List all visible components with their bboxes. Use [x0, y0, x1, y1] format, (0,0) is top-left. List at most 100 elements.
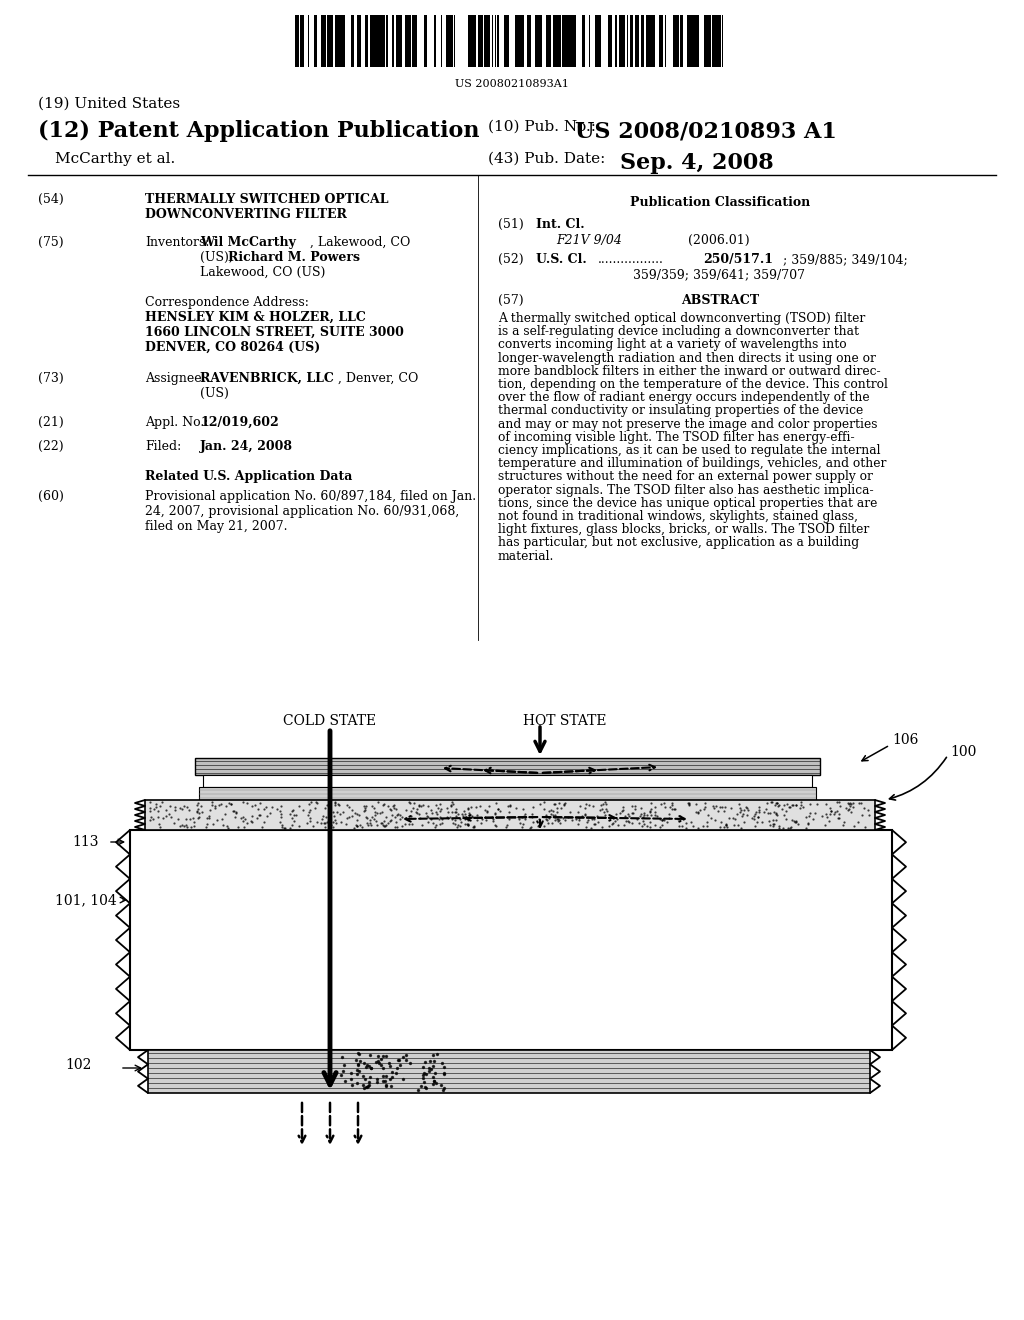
- Bar: [400, 15, 402, 67]
- Bar: [473, 15, 476, 67]
- Text: (22): (22): [38, 440, 63, 453]
- Text: US 2008/0210893 A1: US 2008/0210893 A1: [575, 120, 837, 143]
- Text: temperature and illumination of buildings, vehicles, and other: temperature and illumination of building…: [498, 457, 887, 470]
- Text: ABSTRACT: ABSTRACT: [681, 294, 759, 308]
- Bar: [434, 15, 436, 67]
- Bar: [373, 15, 376, 67]
- Text: 1660 LINCOLN STREET, SUITE 3000: 1660 LINCOLN STREET, SUITE 3000: [145, 326, 403, 339]
- Text: 12/019,602: 12/019,602: [200, 416, 279, 429]
- Bar: [709, 15, 711, 67]
- Bar: [408, 15, 411, 67]
- Bar: [370, 15, 373, 67]
- Text: (US): (US): [200, 387, 229, 400]
- Bar: [479, 15, 483, 67]
- Text: ciency implications, as it can be used to regulate the internal: ciency implications, as it can be used t…: [498, 444, 881, 457]
- Text: not found in traditional windows, skylights, stained glass,: not found in traditional windows, skylig…: [498, 510, 858, 523]
- Bar: [339, 15, 343, 67]
- Text: (US);: (US);: [200, 251, 238, 264]
- Text: HENSLEY KIM & HOLZER, LLC: HENSLEY KIM & HOLZER, LLC: [145, 312, 366, 323]
- Bar: [497, 15, 499, 67]
- Bar: [565, 15, 568, 67]
- Text: HOT STATE: HOT STATE: [523, 714, 607, 729]
- Text: Correspondence Address:: Correspondence Address:: [145, 296, 309, 309]
- Text: longer-wavelength radiation and then directs it using one or: longer-wavelength radiation and then dir…: [498, 351, 876, 364]
- Bar: [582, 15, 584, 67]
- Bar: [335, 15, 339, 67]
- Text: DENVER, CO 80264 (US): DENVER, CO 80264 (US): [145, 341, 321, 354]
- Text: (19) United States: (19) United States: [38, 96, 180, 111]
- Bar: [696, 15, 698, 67]
- Text: 250/517.1: 250/517.1: [703, 253, 773, 267]
- Bar: [521, 15, 523, 67]
- Bar: [630, 15, 633, 67]
- Text: (2006.01): (2006.01): [688, 234, 750, 247]
- Bar: [406, 15, 408, 67]
- Text: (52): (52): [498, 253, 523, 267]
- Text: has particular, but not exclusive, application as a building: has particular, but not exclusive, appli…: [498, 536, 859, 549]
- Bar: [527, 15, 531, 67]
- Text: Assignee:: Assignee:: [145, 372, 206, 385]
- Bar: [380, 15, 383, 67]
- Bar: [689, 15, 692, 67]
- Text: 113: 113: [72, 836, 98, 849]
- Bar: [148, 1049, 870, 1093]
- Text: material.: material.: [498, 549, 554, 562]
- Bar: [635, 15, 637, 67]
- Text: (51): (51): [498, 218, 523, 231]
- Bar: [413, 15, 416, 67]
- Bar: [680, 15, 683, 67]
- Bar: [556, 15, 559, 67]
- Text: filed on May 21, 2007.: filed on May 21, 2007.: [145, 520, 288, 533]
- Bar: [676, 15, 679, 67]
- Text: DOWNCONVERTING FILTER: DOWNCONVERTING FILTER: [145, 209, 347, 220]
- Bar: [365, 15, 368, 67]
- Bar: [392, 15, 394, 67]
- Text: Filed:: Filed:: [145, 440, 181, 453]
- Text: 102: 102: [65, 1059, 91, 1072]
- Text: Related U.S. Application Data: Related U.S. Application Data: [145, 470, 352, 483]
- Bar: [598, 15, 601, 67]
- Bar: [343, 15, 345, 67]
- Text: Int. Cl.: Int. Cl.: [536, 218, 585, 231]
- Text: operator signals. The TSOD filter also has aesthetic implica-: operator signals. The TSOD filter also h…: [498, 483, 873, 496]
- Text: Publication Classification: Publication Classification: [630, 195, 810, 209]
- Bar: [130, 830, 892, 1049]
- Text: U.S. Cl.: U.S. Cl.: [536, 253, 587, 267]
- Text: converts incoming light at a variety of wavelengths into: converts incoming light at a variety of …: [498, 338, 847, 351]
- Bar: [450, 15, 452, 67]
- Text: (75): (75): [38, 236, 63, 249]
- Bar: [659, 15, 663, 67]
- Bar: [653, 15, 655, 67]
- Text: thermal conductivity or insulating properties of the device: thermal conductivity or insulating prope…: [498, 404, 863, 417]
- Bar: [358, 15, 361, 67]
- Text: (73): (73): [38, 372, 63, 385]
- Text: F21V 9/04: F21V 9/04: [556, 234, 622, 247]
- Bar: [301, 15, 303, 67]
- Bar: [705, 15, 709, 67]
- Text: (54): (54): [38, 193, 63, 206]
- Bar: [199, 787, 816, 800]
- Bar: [596, 15, 598, 67]
- Bar: [568, 15, 570, 67]
- Bar: [377, 15, 380, 67]
- Text: COLD STATE: COLD STATE: [284, 714, 377, 729]
- Text: McCarthy et al.: McCarthy et al.: [55, 152, 175, 166]
- Bar: [562, 15, 565, 67]
- Bar: [145, 800, 874, 830]
- Text: US 20080210893A1: US 20080210893A1: [455, 79, 569, 88]
- Bar: [314, 15, 316, 67]
- Bar: [714, 15, 717, 67]
- Bar: [484, 15, 487, 67]
- Text: 24, 2007, provisional application No. 60/931,068,: 24, 2007, provisional application No. 60…: [145, 506, 459, 517]
- Bar: [559, 15, 561, 67]
- Text: , Denver, CO: , Denver, CO: [338, 372, 419, 385]
- Bar: [618, 15, 623, 67]
- Text: .................: .................: [598, 253, 664, 267]
- Bar: [609, 15, 612, 67]
- Bar: [322, 15, 326, 67]
- Text: A thermally switched optical downconverting (TSOD) filter: A thermally switched optical downconvert…: [498, 312, 865, 325]
- Text: of incoming visible light. The TSOD filter has energy-effi-: of incoming visible light. The TSOD filt…: [498, 430, 855, 444]
- Text: is a self-regulating device including a downconverter that: is a self-regulating device including a …: [498, 325, 859, 338]
- Bar: [396, 15, 400, 67]
- Text: structures without the need for an external power supply or: structures without the need for an exter…: [498, 470, 872, 483]
